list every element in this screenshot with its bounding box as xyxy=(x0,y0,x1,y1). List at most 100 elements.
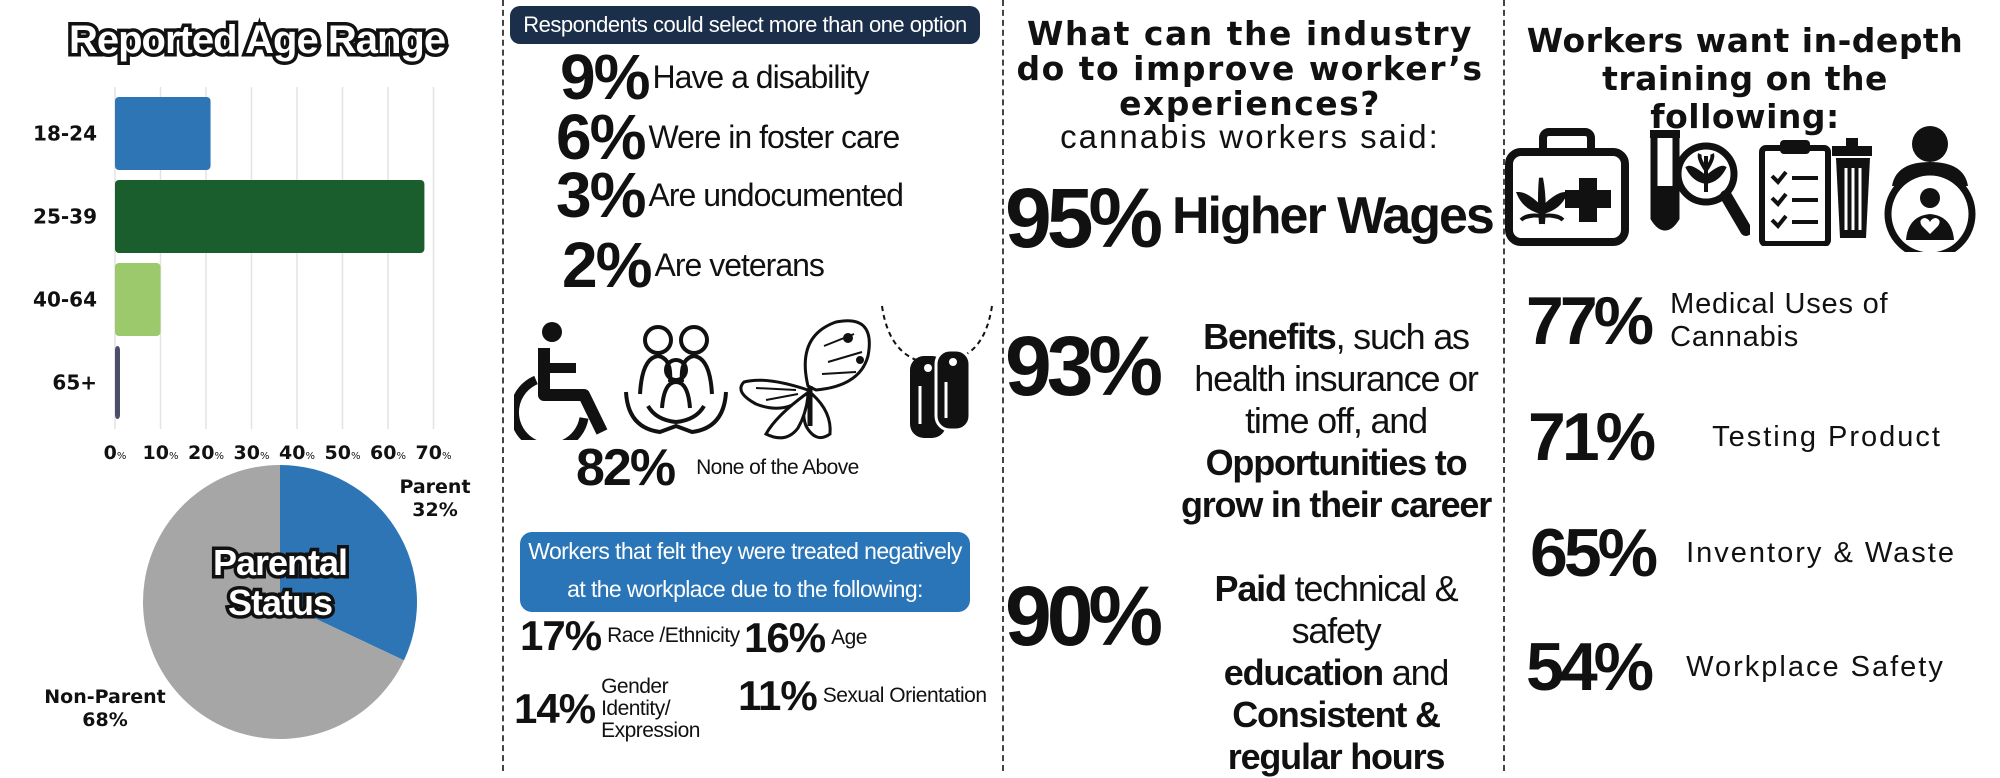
parental-status-pie xyxy=(142,465,417,739)
negative-gender-row: 14% Gender Identity/ Expression xyxy=(514,676,741,742)
negative-pct: 11% xyxy=(738,672,818,719)
education-pct: 90% xyxy=(1005,569,1163,663)
test-tube-magnifier-icon xyxy=(1650,130,1750,236)
improve-subtitle: cannabis workers said: xyxy=(1060,118,1440,155)
tick-label: 0% xyxy=(104,442,127,460)
age-bar-chart: 18-24 25-39 40-64 65+ 0% 10% 20% 30% 40% 50% 60% 70… xyxy=(33,87,452,460)
stat-text: Have a disability xyxy=(652,58,870,95)
stat-row-disability: 9% Have a disability xyxy=(560,40,870,114)
parental-title-line2: Status xyxy=(224,579,336,626)
tick-label: 20% xyxy=(188,442,224,460)
pie-slice-non-parent xyxy=(142,465,404,739)
negative-text: Age xyxy=(831,626,867,649)
negative-race-row: 17% Race /Ethnicity xyxy=(520,612,740,660)
stat-row-undocumented: 3% Are undocumented xyxy=(556,158,904,232)
negative-pct: 16% xyxy=(744,614,826,661)
category-label: 65+ xyxy=(52,371,97,395)
tick-suffix: % xyxy=(351,451,361,460)
category-label: 18-24 xyxy=(33,122,97,146)
tick-label: 40% xyxy=(279,442,315,460)
training-pct: 77% xyxy=(1526,283,1654,359)
parental-title-line1: Parental xyxy=(209,539,351,586)
butterfly-icon xyxy=(739,319,871,440)
training-pct: 71% xyxy=(1528,399,1656,475)
bar-65+ xyxy=(115,346,120,419)
stat-pct: 6% xyxy=(556,101,646,173)
stat-text: Are undocumented xyxy=(648,176,904,213)
tick-suffix: % xyxy=(260,451,270,460)
parent-label-value: 32% xyxy=(412,499,458,521)
tick-suffix: % xyxy=(442,451,452,460)
tick-label: 10% xyxy=(143,442,179,460)
stat-pct: 2% xyxy=(562,229,652,301)
benefits-text: Benefits, such as health insurance or ti… xyxy=(1172,316,1500,526)
category-label: 40-64 xyxy=(33,288,97,312)
parent-label: Parent 32% xyxy=(390,476,480,522)
tick-suffix: % xyxy=(117,451,127,460)
pie-slice-parent xyxy=(280,465,417,661)
education-text: Paid technical & safety education and Co… xyxy=(1172,568,1500,778)
benefits-pct: 93% xyxy=(1005,319,1163,413)
tick-label: 60% xyxy=(370,442,406,460)
negative-treatment-header: Workers that felt they were treated nega… xyxy=(520,532,970,612)
and-text: and xyxy=(1382,652,1450,693)
training-text: Testing Product xyxy=(1712,420,1942,453)
family-icon xyxy=(624,325,728,435)
negative-age-row: 16% Age xyxy=(744,614,867,662)
nonparent-label: Non-Parent 68% xyxy=(30,686,180,732)
training-pct: 54% xyxy=(1526,629,1654,705)
divider-3 xyxy=(1503,0,1505,771)
bar-40-64 xyxy=(115,263,161,336)
benefits-bold: Benefits xyxy=(1203,316,1337,357)
negative-text: Race /Ethnicity xyxy=(607,624,740,647)
wheelchair-icon xyxy=(514,322,608,440)
stat-pct: 9% xyxy=(560,41,650,113)
paid-rest: technical & safety xyxy=(1285,568,1459,651)
tick-label: 50% xyxy=(325,442,361,460)
parental-status-title: Parental Status xyxy=(180,539,380,626)
tick-suffix: % xyxy=(305,451,315,460)
worker-safety-icon xyxy=(1884,126,1976,252)
training-pct: 65% xyxy=(1530,515,1658,591)
education-bold: education xyxy=(1223,652,1384,693)
negative-text: Gender Identity/ Expression xyxy=(601,675,700,742)
nonparent-label-value: 68% xyxy=(82,709,128,731)
stat-row-foster-care: 6% Were in foster care xyxy=(556,100,900,174)
training-row-inventory: 65% Inventory & Waste xyxy=(1530,514,1956,592)
negative-header-line1: Workers that felt they were treated nega… xyxy=(528,538,962,564)
improve-question: What can the industry do to improve work… xyxy=(1016,14,1484,123)
negative-pct: 14% xyxy=(514,685,596,732)
nonparent-label-text: Non-Parent xyxy=(44,686,166,708)
dog-tags-icon xyxy=(881,305,993,438)
training-row-medical: 77% Medical Uses of Cannabis xyxy=(1526,282,2000,360)
negative-header-line2: at the workplace due to the following: xyxy=(567,576,923,602)
divider-1 xyxy=(502,0,504,771)
age-chart-title: Reported Age Range xyxy=(65,15,449,66)
training-title: Workers want in-depth training on the fo… xyxy=(1526,21,1964,136)
parent-label-text: Parent xyxy=(399,476,471,498)
negative-sexual-orientation-row: 11% Sexual Orientation xyxy=(738,672,987,720)
tick-suffix: % xyxy=(214,451,224,460)
none-of-above-row: 82% None of the Above xyxy=(576,438,859,498)
tick-suffix: % xyxy=(396,451,406,460)
opportunities-bold: Opportunities to grow in their career xyxy=(1180,442,1492,525)
training-row-safety: 54% Workplace Safety xyxy=(1526,628,1945,706)
tick-suffix: % xyxy=(169,451,179,460)
negative-pct: 17% xyxy=(520,612,602,659)
training-text: Medical Uses of Cannabis xyxy=(1670,288,1889,353)
training-text: Inventory & Waste xyxy=(1686,536,1956,569)
bar-25-39 xyxy=(115,180,425,253)
bar-18-24 xyxy=(115,97,211,170)
stat-row-veterans: 2% Are veterans xyxy=(562,228,825,302)
training-text: Workplace Safety xyxy=(1686,650,1945,683)
stat-text: Are veterans xyxy=(654,246,825,283)
consistent-bold: Consistent & regular hours xyxy=(1227,694,1446,777)
wages-pct: 95% xyxy=(1005,171,1163,265)
medical-kit-icon xyxy=(1505,128,1629,246)
tick-label: 70% xyxy=(416,442,452,460)
checklist-trash-icon xyxy=(1759,138,1872,246)
none-text: None of the Above xyxy=(696,456,859,479)
paid-bold: Paid xyxy=(1214,568,1287,609)
negative-text: Sexual Orientation xyxy=(822,684,987,707)
benefits-rest: , such as health insurance or time off, … xyxy=(1194,316,1479,441)
